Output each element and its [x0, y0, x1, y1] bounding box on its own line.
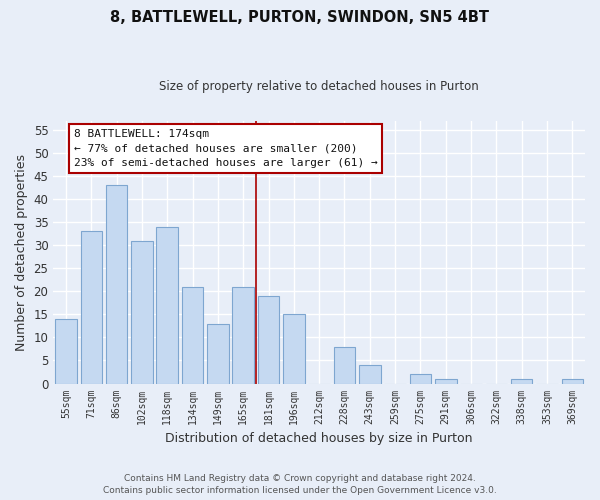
- Bar: [283, 314, 305, 384]
- Bar: [435, 379, 457, 384]
- Bar: [55, 319, 77, 384]
- Bar: [182, 286, 203, 384]
- Bar: [106, 185, 127, 384]
- Bar: [157, 226, 178, 384]
- Bar: [232, 286, 254, 384]
- Bar: [511, 379, 532, 384]
- Bar: [207, 324, 229, 384]
- Bar: [131, 240, 152, 384]
- Text: Contains HM Land Registry data © Crown copyright and database right 2024.
Contai: Contains HM Land Registry data © Crown c…: [103, 474, 497, 495]
- Text: 8 BATTLEWELL: 174sqm
← 77% of detached houses are smaller (200)
23% of semi-deta: 8 BATTLEWELL: 174sqm ← 77% of detached h…: [74, 129, 377, 168]
- Text: 8, BATTLEWELL, PURTON, SWINDON, SN5 4BT: 8, BATTLEWELL, PURTON, SWINDON, SN5 4BT: [110, 10, 490, 25]
- Bar: [410, 374, 431, 384]
- Bar: [562, 379, 583, 384]
- Bar: [359, 365, 380, 384]
- Bar: [80, 232, 102, 384]
- Bar: [334, 346, 355, 384]
- Bar: [258, 296, 279, 384]
- Y-axis label: Number of detached properties: Number of detached properties: [15, 154, 28, 350]
- Title: Size of property relative to detached houses in Purton: Size of property relative to detached ho…: [159, 80, 479, 93]
- X-axis label: Distribution of detached houses by size in Purton: Distribution of detached houses by size …: [166, 432, 473, 445]
